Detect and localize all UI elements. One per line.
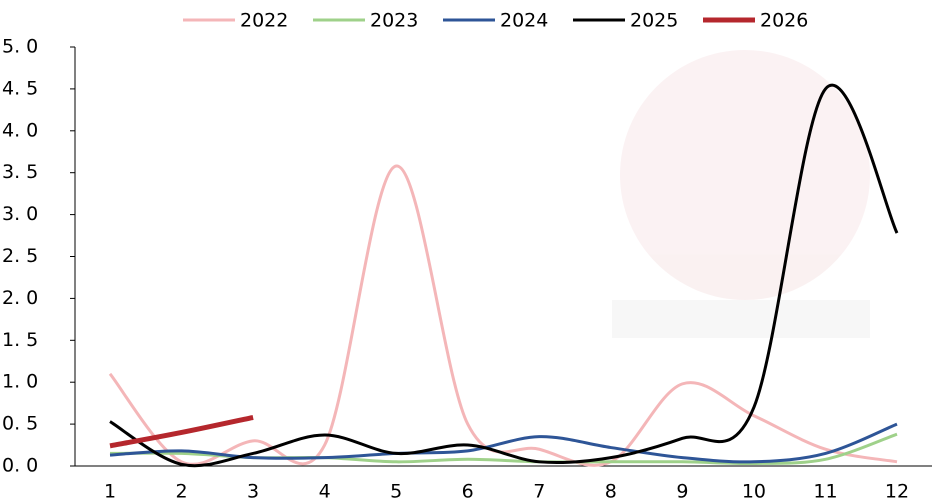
x-tick-label: 9 xyxy=(676,481,688,503)
y-tick-label: 3. 5 xyxy=(2,161,38,183)
legend-label: 2024 xyxy=(500,10,548,32)
line-series xyxy=(109,422,898,464)
watermark-logo xyxy=(620,50,870,300)
legend-label: 2026 xyxy=(760,10,808,32)
y-tick-label: 5. 0 xyxy=(2,36,38,58)
x-tick-label: 12 xyxy=(885,481,909,503)
legend-label: 2025 xyxy=(630,10,678,32)
watermark-bar xyxy=(612,300,870,338)
x-tick-label: 1 xyxy=(104,481,116,503)
legend-label: 2022 xyxy=(240,10,288,32)
y-tick-label: 1. 5 xyxy=(2,329,38,351)
y-tick-label: 0. 0 xyxy=(2,455,38,477)
line-series xyxy=(109,83,899,468)
x-tick-label: 4 xyxy=(319,481,331,503)
x-tick-label: 3 xyxy=(247,481,259,503)
y-tick-label: 3. 0 xyxy=(2,203,38,225)
watermark xyxy=(612,50,870,338)
y-tick-label: 1. 0 xyxy=(2,371,38,393)
x-tick-label: 11 xyxy=(813,481,837,503)
y-tick-label: 0. 5 xyxy=(2,413,38,435)
x-tick-label: 5 xyxy=(390,481,402,503)
y-tick-label: 2. 0 xyxy=(2,287,38,309)
y-tick-label: 2. 5 xyxy=(2,245,38,267)
x-tick-label: 8 xyxy=(605,481,617,503)
x-tick-label: 6 xyxy=(462,481,474,503)
y-tick-label: 4. 5 xyxy=(2,77,38,99)
x-tick-label: 10 xyxy=(742,481,766,503)
y-tick-label: 4. 0 xyxy=(2,119,38,141)
x-tick-label: 2 xyxy=(175,481,187,503)
x-tick-label: 7 xyxy=(533,481,545,503)
legend-label: 2023 xyxy=(370,10,418,32)
line-series xyxy=(109,414,254,449)
line-series xyxy=(108,164,898,467)
